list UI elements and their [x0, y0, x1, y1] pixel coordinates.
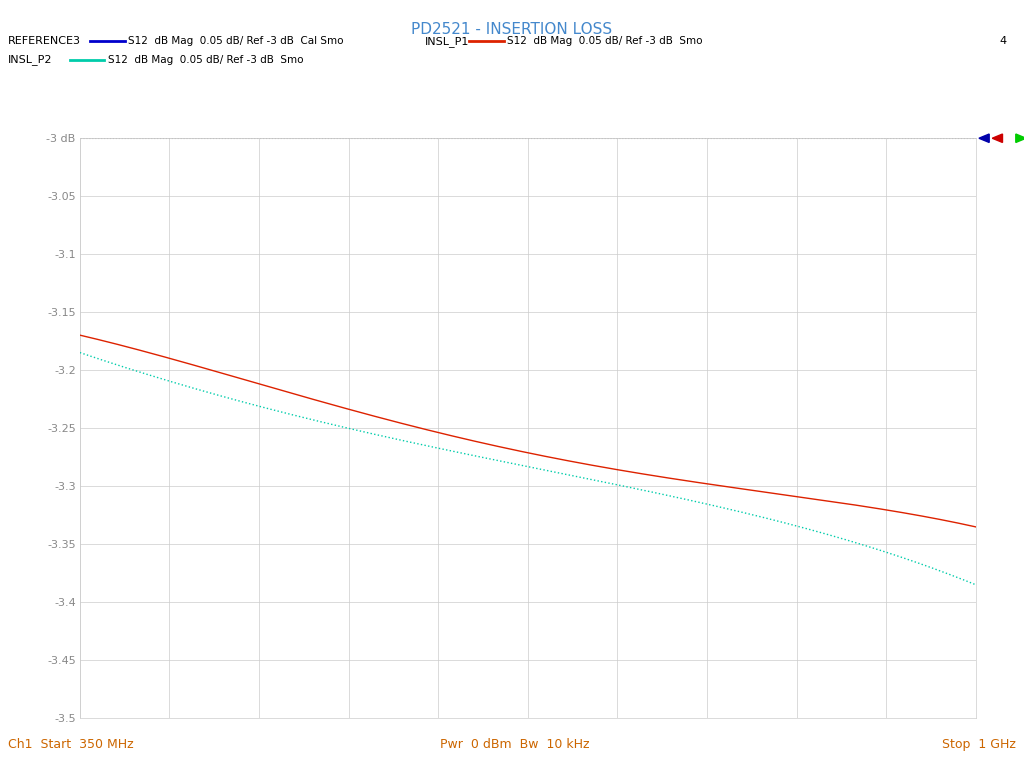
Text: S12  dB Mag  0.05 dB/ Ref -3 dB  Smo: S12 dB Mag 0.05 dB/ Ref -3 dB Smo [108, 55, 303, 65]
Text: REFERENCE3: REFERENCE3 [8, 36, 81, 47]
Text: INSL_P1: INSL_P1 [425, 36, 469, 47]
Text: Ch1  Start  350 MHz: Ch1 Start 350 MHz [8, 739, 134, 751]
Text: Pwr  0 dBm  Bw  10 kHz: Pwr 0 dBm Bw 10 kHz [440, 739, 590, 751]
Text: S12  dB Mag  0.05 dB/ Ref -3 dB  Cal Smo: S12 dB Mag 0.05 dB/ Ref -3 dB Cal Smo [128, 36, 343, 47]
Text: PD2521 - INSERTION LOSS: PD2521 - INSERTION LOSS [412, 22, 612, 37]
Text: INSL_P2: INSL_P2 [8, 55, 52, 65]
Text: 4: 4 [999, 36, 1007, 47]
Text: Stop  1 GHz: Stop 1 GHz [942, 739, 1016, 751]
Text: S12  dB Mag  0.05 dB/ Ref -3 dB  Smo: S12 dB Mag 0.05 dB/ Ref -3 dB Smo [507, 36, 702, 47]
